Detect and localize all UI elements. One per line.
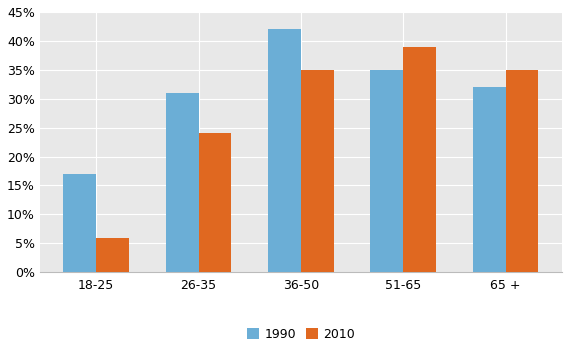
Bar xyxy=(268,29,301,272)
Bar xyxy=(63,174,96,272)
Bar xyxy=(403,47,436,272)
Bar xyxy=(370,70,403,272)
Bar xyxy=(166,93,199,272)
Bar xyxy=(506,70,538,272)
Bar xyxy=(473,87,506,272)
Bar xyxy=(199,133,231,272)
Bar xyxy=(96,238,129,272)
Bar xyxy=(301,70,333,272)
Legend: 1990, 2010: 1990, 2010 xyxy=(242,323,360,346)
